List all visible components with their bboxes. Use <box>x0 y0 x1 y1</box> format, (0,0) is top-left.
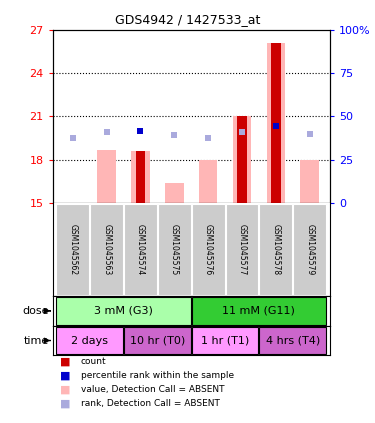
Text: 2 days: 2 days <box>71 335 108 346</box>
Bar <box>90 204 123 295</box>
Text: 10 hr (T0): 10 hr (T0) <box>130 335 185 346</box>
Bar <box>56 327 123 354</box>
Bar <box>124 327 191 354</box>
Text: GDS4942 / 1427533_at: GDS4942 / 1427533_at <box>115 13 260 26</box>
Text: ■: ■ <box>60 398 70 409</box>
Text: GSM1045577: GSM1045577 <box>237 224 246 275</box>
Text: GSM1045562: GSM1045562 <box>68 224 77 275</box>
Bar <box>192 297 326 324</box>
Text: ■: ■ <box>60 357 70 367</box>
Bar <box>293 204 326 295</box>
Text: value, Detection Call = ABSENT: value, Detection Call = ABSENT <box>81 385 224 394</box>
Text: 11 mM (G11): 11 mM (G11) <box>222 306 296 316</box>
Bar <box>300 160 319 203</box>
Text: ■: ■ <box>60 385 70 395</box>
Bar <box>131 151 150 203</box>
Bar <box>267 43 285 203</box>
Text: GSM1045574: GSM1045574 <box>136 224 145 275</box>
Bar <box>260 204 292 295</box>
Text: 4 hrs (T4): 4 hrs (T4) <box>266 335 320 346</box>
Bar <box>192 204 225 295</box>
Text: GSM1045579: GSM1045579 <box>305 224 314 275</box>
Text: 3 mM (G3): 3 mM (G3) <box>94 306 153 316</box>
Text: GSM1045575: GSM1045575 <box>170 224 179 275</box>
Text: percentile rank within the sample: percentile rank within the sample <box>81 371 234 380</box>
Text: dose: dose <box>22 306 49 316</box>
Text: rank, Detection Call = ABSENT: rank, Detection Call = ABSENT <box>81 399 219 408</box>
Text: time: time <box>24 335 49 346</box>
Text: GSM1045578: GSM1045578 <box>272 224 280 275</box>
Text: count: count <box>81 357 106 366</box>
Bar <box>136 151 145 203</box>
Bar <box>271 43 280 203</box>
Bar <box>199 160 217 203</box>
Bar <box>260 327 326 354</box>
Bar <box>56 297 191 324</box>
Bar <box>233 116 251 203</box>
Bar <box>165 183 184 203</box>
Text: GSM1045563: GSM1045563 <box>102 224 111 275</box>
Bar <box>124 204 157 295</box>
Bar <box>56 204 89 295</box>
Text: 1 hr (T1): 1 hr (T1) <box>201 335 249 346</box>
Bar <box>237 116 247 203</box>
Bar <box>98 150 116 203</box>
Bar <box>192 327 258 354</box>
Bar <box>158 204 191 295</box>
Text: GSM1045576: GSM1045576 <box>204 224 213 275</box>
Bar <box>226 204 258 295</box>
Text: ■: ■ <box>60 371 70 381</box>
